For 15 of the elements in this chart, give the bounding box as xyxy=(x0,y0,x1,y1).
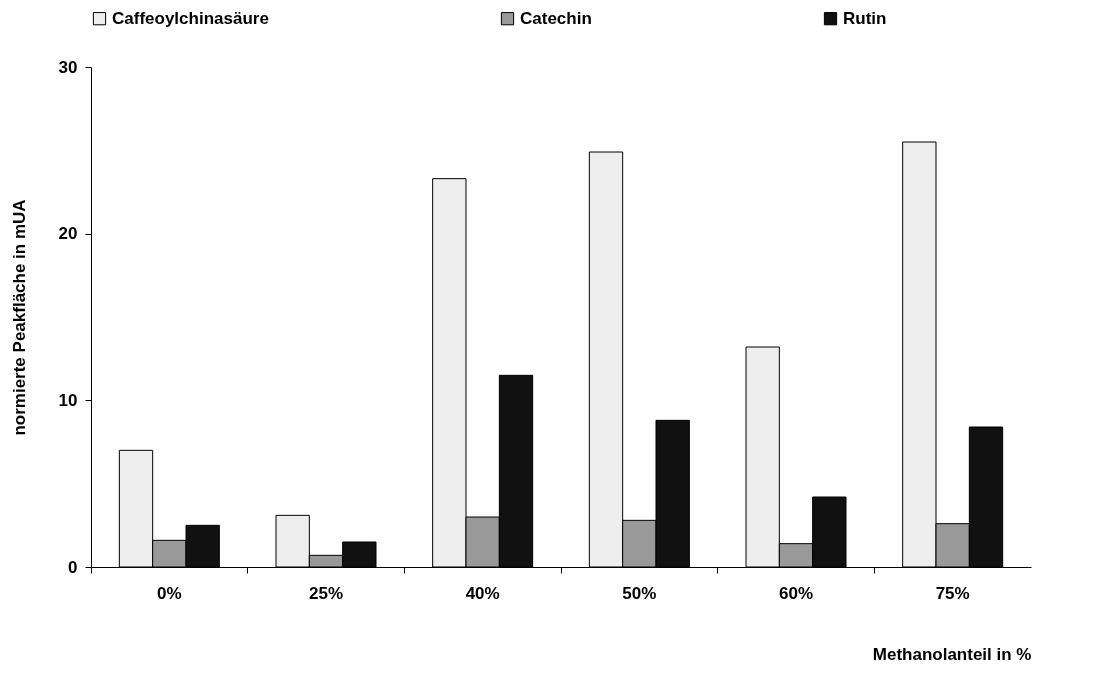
y-tick-label: 20 xyxy=(58,224,78,244)
x-tick-label: 25% xyxy=(308,583,344,603)
x-tick-label: 50% xyxy=(622,583,657,603)
x-tick-label: 60% xyxy=(778,583,814,603)
legend-label: Rutin xyxy=(843,8,887,28)
x-tick-label: 75% xyxy=(935,583,970,603)
x-axis-title: Methanolanteil in % xyxy=(872,644,1032,664)
y-tick-label: 30 xyxy=(58,57,78,77)
x-tick-label: 0% xyxy=(157,583,182,603)
x-tick-label: 40% xyxy=(465,583,500,603)
y-tick-label: 10 xyxy=(58,390,78,410)
y-tick-label: 0 xyxy=(68,557,78,577)
legend-label: Catechin xyxy=(520,8,592,28)
legend-label: Caffeoylchinasäure xyxy=(112,8,269,28)
y-axis-title: normierte Peakfläche in mUA xyxy=(9,199,29,436)
